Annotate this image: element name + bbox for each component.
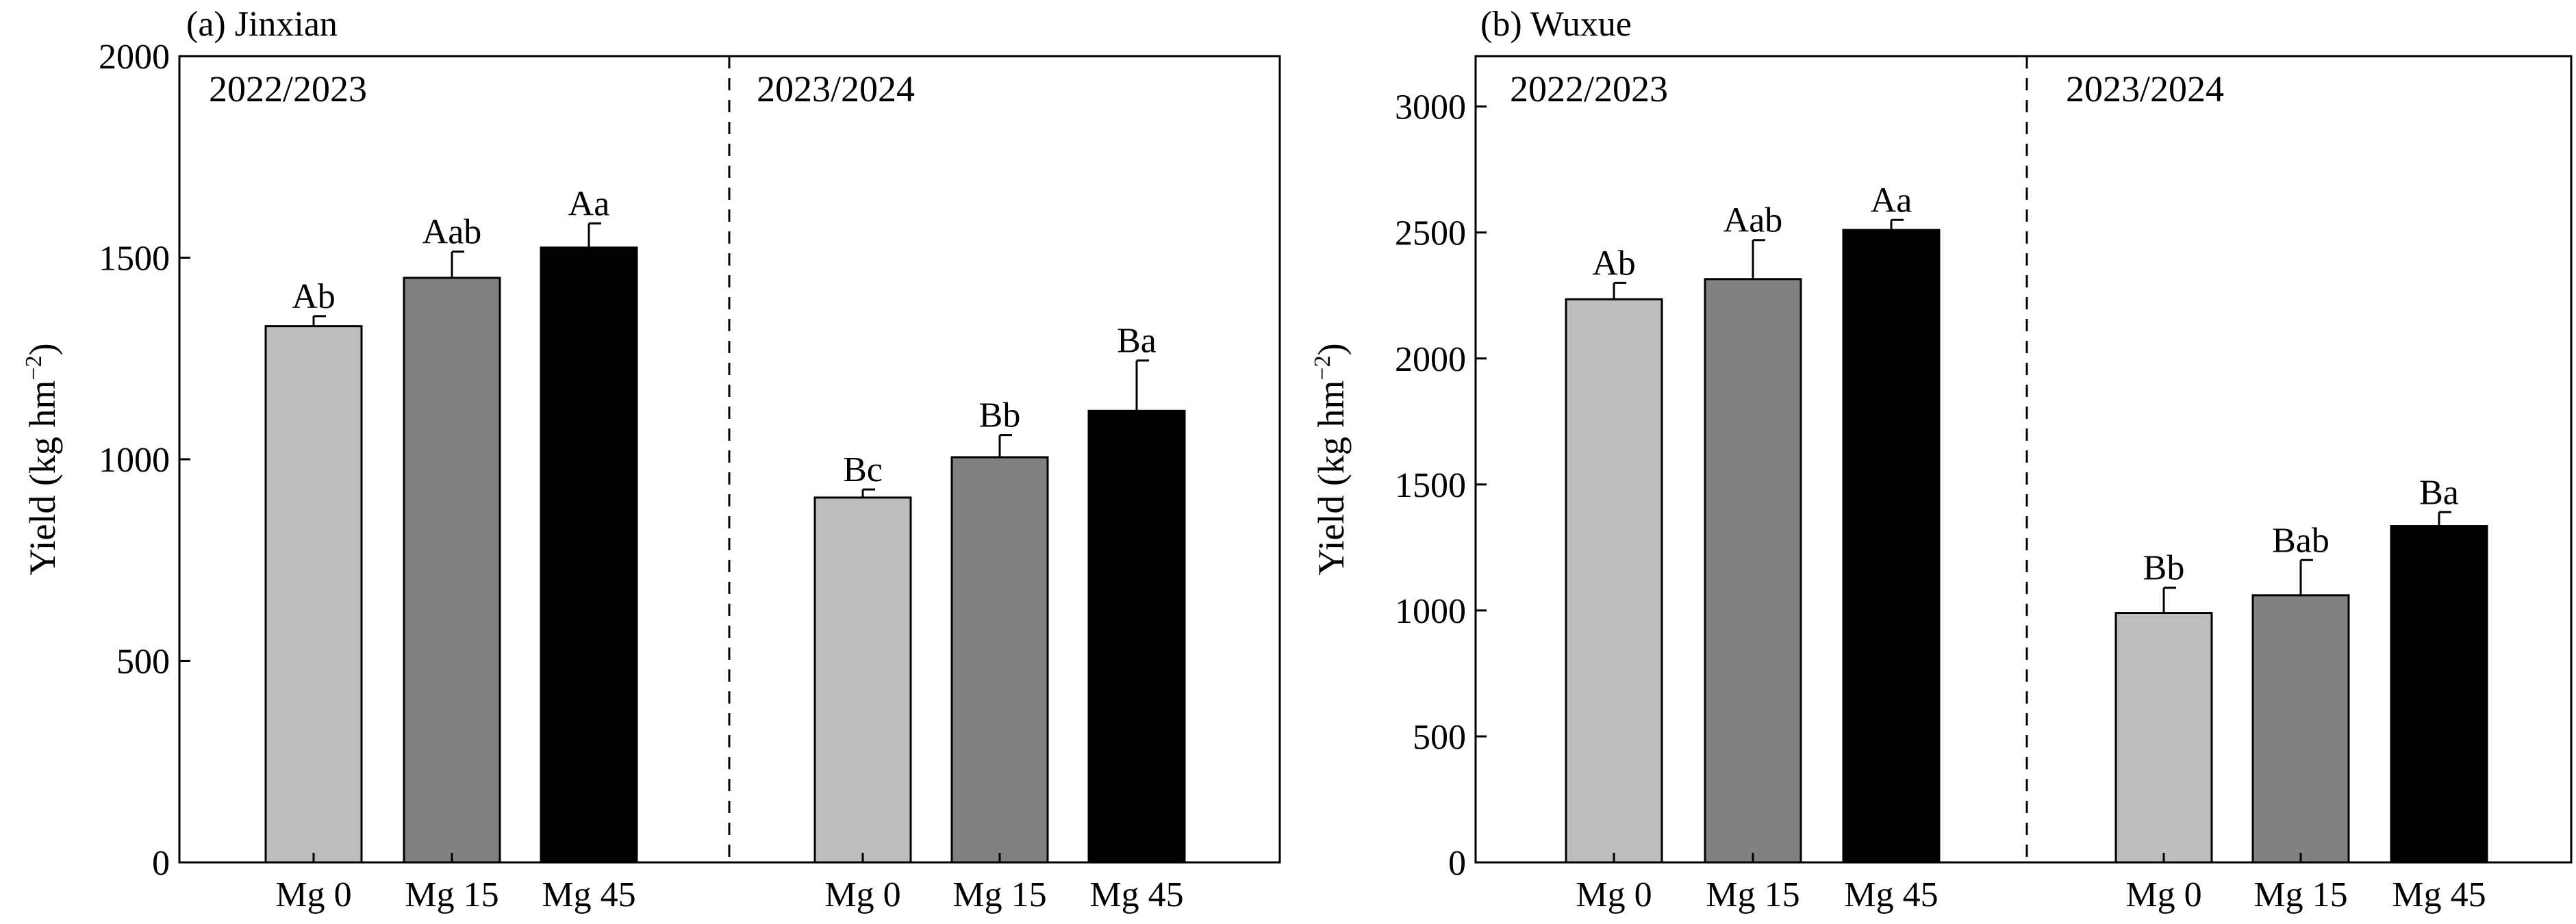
y-tick-label: 0	[1448, 844, 1466, 883]
bar	[1704, 278, 1802, 864]
bar	[540, 246, 638, 864]
x-tick-label: Mg 15	[1706, 875, 1800, 914]
panel-wuxue: (b) Wuxue 2022/2023 2023/2024 Yield (kg …	[1310, 5, 2573, 914]
x-tick-label: Mg 0	[275, 875, 351, 914]
bars: Ab Mg 0 Aab Mg 15 Aa Mg 45 Bc Mg 0 Bb Mg 15 Ba Mg 4…	[264, 184, 1186, 914]
significance-label: Aa	[568, 184, 610, 223]
significance-label: Ab	[1592, 244, 1636, 283]
y-tick-label: 1000	[1395, 592, 1466, 631]
y-tick-label: 2500	[1395, 214, 1466, 253]
y-axis-label: Yield (kg hm−2)	[21, 343, 63, 575]
plot-frame	[1474, 55, 2573, 864]
y-tick-label: 2000	[1395, 340, 1466, 379]
x-tick-label: Mg 45	[1844, 875, 1938, 914]
significance-label: Bc	[843, 450, 883, 489]
bar	[1565, 298, 1663, 864]
x-tick-label: Mg 15	[2253, 875, 2347, 914]
y-axis-ticks: 0 500 1000 1500 2000 2500 3000	[1395, 88, 1487, 883]
significance-label: Bb	[2143, 549, 2185, 588]
y-tick-label: 2000	[99, 38, 170, 77]
bar	[1087, 409, 1186, 864]
x-tick-label: Mg 45	[2392, 875, 2486, 914]
x-tick-label: Mg 45	[542, 875, 635, 914]
bars: Ab Mg 0 Aab Mg 15 Aa Mg 45 Bb Mg 0 Bab Mg 15 Ba Mg …	[1565, 181, 2488, 914]
bar	[813, 496, 912, 864]
x-tick-label: Mg 45	[1089, 875, 1183, 914]
bar	[403, 277, 501, 864]
panel-title: (a) Jinxian	[186, 5, 338, 44]
bar	[950, 456, 1049, 864]
significance-label: Bb	[979, 396, 1021, 435]
season-label-2022-2023: 2022/2023	[209, 68, 367, 110]
significance-label: Ba	[1117, 322, 1157, 361]
x-tick-label: Mg 15	[405, 875, 498, 914]
significance-label: Bab	[2272, 521, 2329, 560]
x-tick-label: Mg 0	[824, 875, 900, 914]
y-tick-label: 0	[152, 844, 170, 883]
significance-label: Aab	[1723, 201, 1783, 240]
bar	[2390, 525, 2488, 864]
y-axis-ticks: 0 500 1000 1500 2000	[99, 38, 190, 883]
significance-label: Ba	[2419, 473, 2459, 512]
panel-jinxian: (a) Jinxian 2022/2023 2023/2024 Yield (k…	[21, 5, 1281, 914]
bar	[2114, 612, 2213, 864]
x-tick-label: Mg 0	[1576, 875, 1652, 914]
y-axis-label: Yield (kg hm−2)	[1310, 343, 1352, 575]
significance-label: Aab	[422, 213, 482, 252]
y-tick-label: 500	[116, 643, 170, 682]
panel-title: (b) Wuxue	[1480, 5, 1632, 44]
y-tick-label: 500	[1413, 718, 1466, 757]
season-label-2023-2024: 2023/2024	[2066, 68, 2224, 110]
y-tick-label: 1000	[99, 441, 170, 480]
bar	[1842, 229, 1941, 864]
significance-label: Aa	[1871, 181, 1912, 220]
season-label-2023-2024: 2023/2024	[757, 68, 915, 110]
y-tick-label: 1500	[1395, 466, 1466, 505]
significance-label: Ab	[292, 277, 336, 316]
x-tick-label: Mg 0	[2125, 875, 2201, 914]
y-tick-label: 1500	[99, 240, 170, 279]
season-label-2022-2023: 2022/2023	[1510, 68, 1668, 110]
y-tick-label: 3000	[1395, 88, 1466, 127]
bar	[264, 325, 363, 864]
bar	[2251, 594, 2350, 864]
x-tick-label: Mg 15	[952, 875, 1046, 914]
